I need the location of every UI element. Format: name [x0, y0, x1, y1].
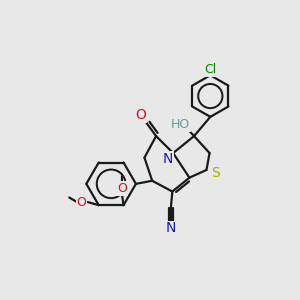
Text: HO: HO: [171, 118, 190, 131]
Text: O: O: [117, 182, 127, 195]
Text: N: N: [163, 152, 173, 166]
Text: O: O: [77, 196, 87, 208]
Text: S: S: [212, 166, 220, 180]
Text: N: N: [166, 221, 176, 236]
Text: Cl: Cl: [204, 63, 217, 76]
Text: O: O: [135, 108, 146, 122]
